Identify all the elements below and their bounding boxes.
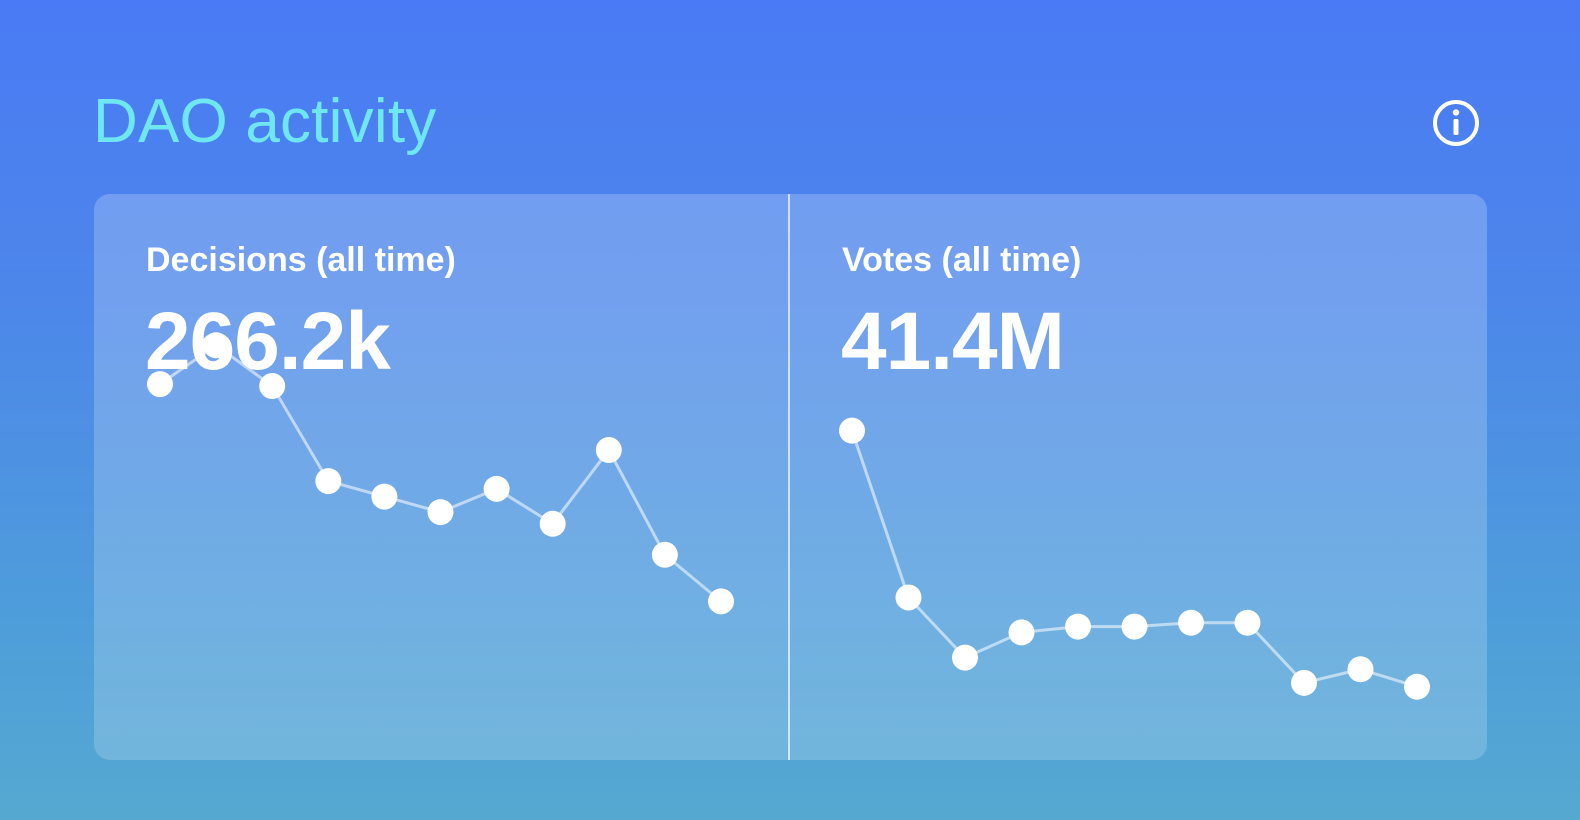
decisions-sparkline bbox=[147, 332, 734, 615]
data-point-9[interactable] bbox=[595, 437, 622, 464]
info-button[interactable] bbox=[1431, 98, 1481, 148]
page-title: DAO activity bbox=[93, 87, 437, 156]
header: DAO activity bbox=[0, 0, 1580, 190]
data-point-1[interactable] bbox=[147, 371, 173, 398]
data-point-6[interactable] bbox=[427, 499, 454, 526]
decisions-value: 266.2k bbox=[145, 296, 391, 387]
data-point-2[interactable] bbox=[895, 584, 922, 611]
data-point-7[interactable] bbox=[483, 475, 510, 502]
data-point-8[interactable] bbox=[539, 510, 566, 537]
data-point-1[interactable] bbox=[839, 417, 865, 444]
votes-sparkline bbox=[839, 417, 1430, 700]
data-point-3[interactable] bbox=[952, 644, 978, 671]
data-point-10[interactable] bbox=[651, 541, 678, 568]
data-point-2[interactable] bbox=[203, 332, 230, 359]
series-line bbox=[850, 430, 1418, 689]
panel-divider bbox=[788, 194, 790, 760]
decisions-panel: Decisions (all time) 266.2k bbox=[94, 194, 788, 760]
data-point-7[interactable] bbox=[1178, 609, 1204, 636]
data-point-9[interactable] bbox=[1291, 669, 1317, 696]
decisions-label: Decisions (all time) bbox=[146, 241, 456, 279]
stats-card: Decisions (all time) 266.2k Votes (all t… bbox=[94, 194, 1487, 760]
votes-label: Votes (all time) bbox=[842, 241, 1082, 279]
data-point-11[interactable] bbox=[1404, 673, 1430, 700]
votes-value: 41.4M bbox=[841, 296, 1065, 387]
data-point-5[interactable] bbox=[1065, 613, 1091, 640]
data-point-10[interactable] bbox=[1347, 656, 1374, 683]
data-point-4[interactable] bbox=[1008, 619, 1035, 646]
data-point-5[interactable] bbox=[371, 483, 398, 510]
data-point-4[interactable] bbox=[315, 468, 342, 495]
data-point-6[interactable] bbox=[1121, 613, 1148, 640]
data-point-11[interactable] bbox=[708, 588, 734, 615]
votes-panel: Votes (all time) 41.4M bbox=[790, 194, 1487, 760]
series-line bbox=[159, 343, 722, 603]
data-point-3[interactable] bbox=[259, 373, 286, 400]
info-circle-icon bbox=[1433, 100, 1479, 146]
data-point-8[interactable] bbox=[1234, 609, 1261, 636]
